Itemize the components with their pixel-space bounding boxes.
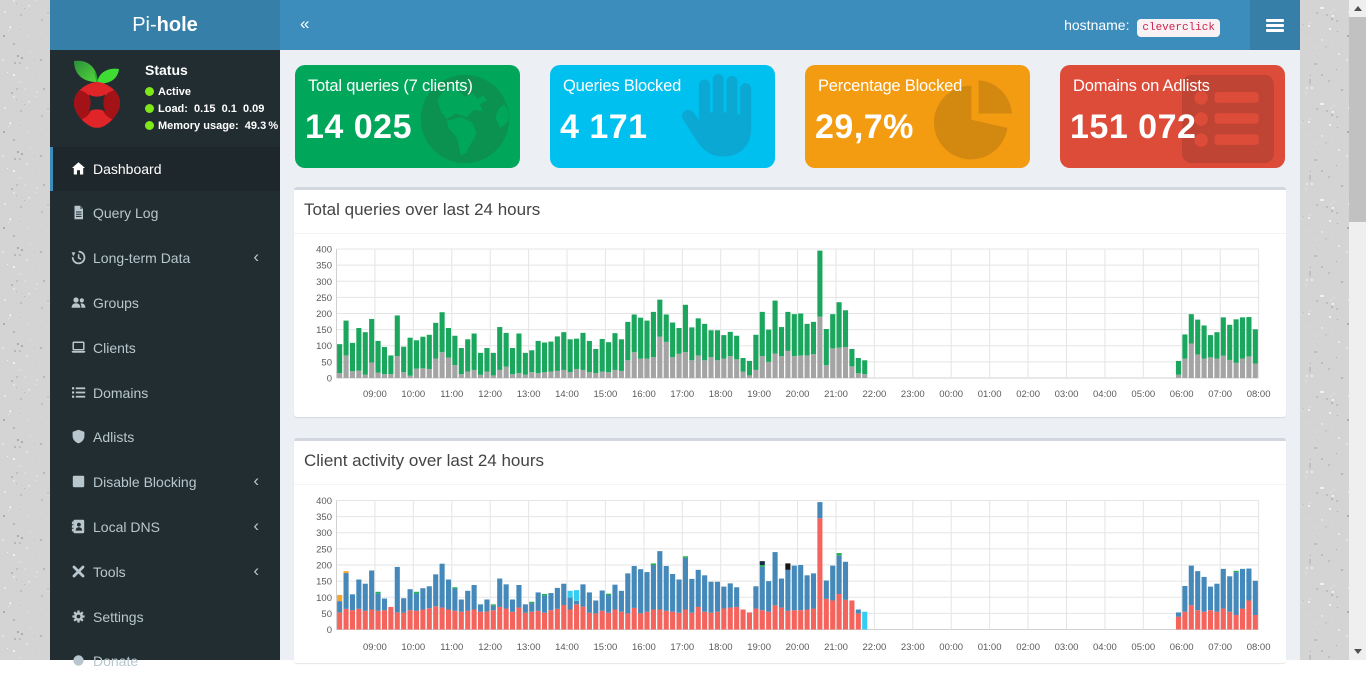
svg-text:50: 50 xyxy=(321,357,332,368)
svg-text:300: 300 xyxy=(316,277,332,288)
svg-text:14:00: 14:00 xyxy=(555,389,579,400)
svg-text:05:00: 05:00 xyxy=(1131,642,1155,653)
svg-text:20:00: 20:00 xyxy=(786,642,810,653)
svg-text:21:00: 21:00 xyxy=(824,389,848,400)
svg-text:23:00: 23:00 xyxy=(901,642,925,653)
svg-text:21:00: 21:00 xyxy=(824,642,848,653)
svg-text:250: 250 xyxy=(316,544,332,555)
svg-text:20:00: 20:00 xyxy=(786,389,810,400)
svg-text:22:00: 22:00 xyxy=(863,642,887,653)
svg-text:06:00: 06:00 xyxy=(1170,642,1194,653)
svg-text:350: 350 xyxy=(316,261,332,272)
svg-text:03:00: 03:00 xyxy=(1055,642,1079,653)
svg-text:18:00: 18:00 xyxy=(709,389,733,400)
svg-text:150: 150 xyxy=(316,325,332,336)
svg-text:04:00: 04:00 xyxy=(1093,642,1117,653)
svg-text:19:00: 19:00 xyxy=(747,642,771,653)
svg-text:150: 150 xyxy=(316,577,332,588)
svg-text:22:00: 22:00 xyxy=(863,389,887,400)
svg-text:100: 100 xyxy=(316,341,332,352)
svg-text:07:00: 07:00 xyxy=(1208,642,1232,653)
svg-text:01:00: 01:00 xyxy=(978,642,1002,653)
svg-text:00:00: 00:00 xyxy=(939,642,963,653)
svg-text:13:00: 13:00 xyxy=(517,389,541,400)
svg-text:250: 250 xyxy=(316,293,332,304)
svg-text:16:00: 16:00 xyxy=(632,389,656,400)
svg-text:12:00: 12:00 xyxy=(478,389,502,400)
svg-text:18:00: 18:00 xyxy=(709,642,733,653)
svg-text:17:00: 17:00 xyxy=(670,642,694,653)
svg-text:14:00: 14:00 xyxy=(555,642,579,653)
svg-text:03:00: 03:00 xyxy=(1055,389,1079,400)
svg-text:50: 50 xyxy=(321,609,332,620)
svg-text:15:00: 15:00 xyxy=(594,642,618,653)
svg-text:400: 400 xyxy=(316,245,332,256)
svg-text:100: 100 xyxy=(316,593,332,604)
svg-text:200: 200 xyxy=(316,309,332,320)
svg-text:07:00: 07:00 xyxy=(1208,389,1232,400)
svg-text:11:00: 11:00 xyxy=(440,389,463,400)
svg-text:11:00: 11:00 xyxy=(440,642,463,653)
svg-text:16:00: 16:00 xyxy=(632,642,656,653)
svg-text:02:00: 02:00 xyxy=(1016,389,1040,400)
svg-text:200: 200 xyxy=(316,561,332,572)
svg-text:10:00: 10:00 xyxy=(401,642,425,653)
svg-text:10:00: 10:00 xyxy=(401,389,425,400)
svg-text:02:00: 02:00 xyxy=(1016,642,1040,653)
svg-text:300: 300 xyxy=(316,528,332,539)
svg-text:19:00: 19:00 xyxy=(747,389,771,400)
svg-text:06:00: 06:00 xyxy=(1170,389,1194,400)
svg-text:05:00: 05:00 xyxy=(1131,389,1155,400)
svg-text:00:00: 00:00 xyxy=(939,389,963,400)
svg-text:17:00: 17:00 xyxy=(670,389,694,400)
svg-text:08:00: 08:00 xyxy=(1247,389,1271,400)
svg-text:13:00: 13:00 xyxy=(517,642,541,653)
svg-text:400: 400 xyxy=(316,496,332,507)
svg-text:12:00: 12:00 xyxy=(478,642,502,653)
svg-text:08:00: 08:00 xyxy=(1247,642,1271,653)
svg-text:15:00: 15:00 xyxy=(594,389,618,400)
svg-text:09:00: 09:00 xyxy=(363,642,387,653)
svg-text:0: 0 xyxy=(327,625,332,636)
svg-text:09:00: 09:00 xyxy=(363,389,387,400)
svg-text:04:00: 04:00 xyxy=(1093,389,1117,400)
svg-text:23:00: 23:00 xyxy=(901,389,925,400)
svg-text:350: 350 xyxy=(316,512,332,523)
svg-text:0: 0 xyxy=(327,374,332,385)
svg-text:01:00: 01:00 xyxy=(978,389,1002,400)
